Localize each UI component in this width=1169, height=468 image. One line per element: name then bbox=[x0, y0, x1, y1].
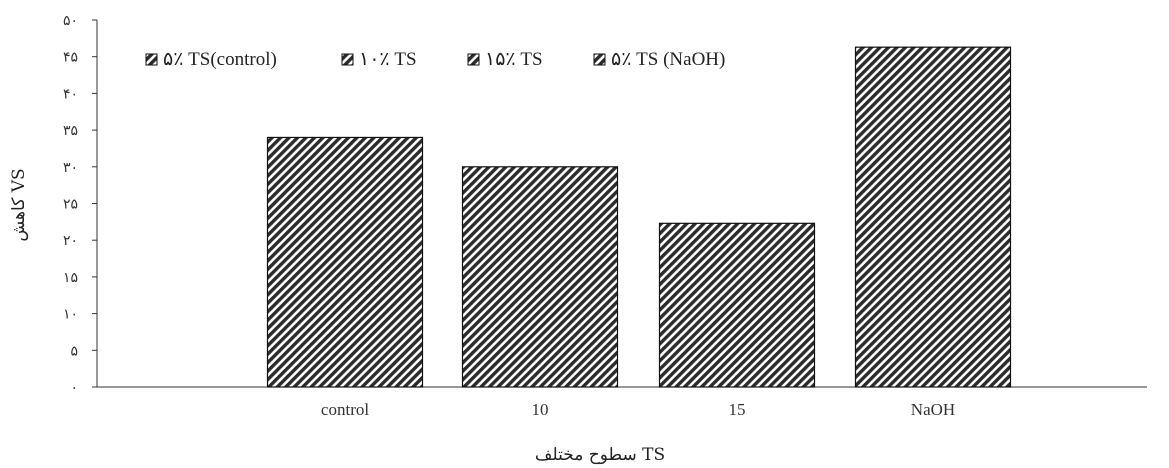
y-tick-label: ۴۵ bbox=[63, 50, 78, 66]
y-tick-label: ۱۵ bbox=[63, 270, 78, 286]
x-tick-label: 10 bbox=[532, 400, 549, 419]
x-tick-label: NaOH bbox=[911, 400, 955, 419]
x-tick-label: 15 bbox=[729, 400, 746, 419]
bar-naoh bbox=[854, 46, 1012, 388]
y-tick-label: ۰ bbox=[70, 380, 78, 396]
y-tick-label: ۳۵ bbox=[63, 123, 78, 139]
y-tick-label: ۳۰ bbox=[63, 160, 78, 176]
legend-label: ۵٪ TS (NaOH) bbox=[611, 49, 725, 70]
legend-label: ۱۵٪ TS bbox=[485, 49, 543, 70]
y-tick-label: ۴۰ bbox=[63, 86, 78, 102]
y-tick-label: ۵۰ bbox=[63, 13, 78, 29]
bar-control bbox=[266, 136, 424, 388]
legend: ۵٪ TS(control) ۱۰٪ TS ۱۵٪ TS ۵٪ TS (NaOH) bbox=[145, 49, 725, 70]
y-tick-label: ۲۰ bbox=[63, 233, 78, 249]
bar-15 bbox=[658, 222, 816, 388]
bar-10 bbox=[461, 166, 619, 388]
legend-swatch bbox=[145, 53, 158, 66]
legend-swatch bbox=[467, 53, 480, 66]
x-axis: control 10 15 NaOH bbox=[97, 386, 1147, 419]
legend-swatch bbox=[341, 53, 354, 66]
y-tick-label: ۵ bbox=[70, 343, 78, 359]
y-tick-label: ۲۵ bbox=[63, 197, 78, 213]
legend-label: ۵٪ TS(control) bbox=[163, 49, 277, 70]
y-axis-title: کاهش VS bbox=[9, 168, 29, 241]
bars bbox=[266, 46, 1012, 388]
y-axis: ۰ ۵ ۱۰ ۱۵ ۲۰ ۲۵ ۳۰ ۳۵ ۴۰ ۴۵ ۵۰ bbox=[63, 13, 98, 396]
x-tick-label: control bbox=[321, 400, 369, 419]
legend-swatch bbox=[593, 53, 606, 66]
y-tick-label: ۱۰ bbox=[63, 307, 78, 323]
legend-label: ۱۰٪ TS bbox=[359, 49, 417, 70]
x-axis-title: سطوح مختلف TS bbox=[535, 445, 665, 465]
